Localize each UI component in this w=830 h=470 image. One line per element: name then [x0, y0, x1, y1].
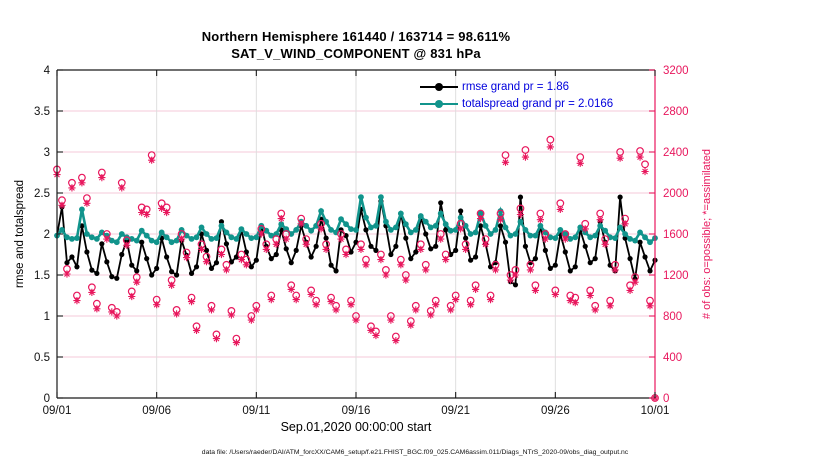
totalspread-legend-marker-icon	[420, 99, 458, 108]
left-tick-label: 3.5	[34, 106, 50, 118]
x-tick-label: 09/01	[43, 405, 72, 417]
legend-item-totalspread: totalspread grand pr = 2.0166	[420, 95, 613, 112]
obs-assimilated-markers	[53, 143, 659, 402]
x-tick-label: 09/16	[342, 405, 371, 417]
x-tick-label: 10/01	[641, 405, 670, 417]
title-line-1: Northern Hemisphere 161440 / 163714 = 98…	[201, 29, 511, 44]
left-tick-label: 0	[44, 393, 50, 405]
left-tick-label: 4	[44, 65, 51, 77]
legend-label-rmse: rmse grand pr = 1.86	[462, 80, 570, 93]
title-line-2: SAT_V_WIND_COMPONENT @ 831 hPa	[231, 46, 481, 61]
x-tick-label: 09/06	[142, 405, 171, 417]
right-tick-label: 1200	[663, 270, 689, 282]
legend: rmse grand pr = 1.86 totalspread grand p…	[420, 78, 613, 112]
legend-label-totalspread: totalspread grand pr = 2.0166	[462, 97, 614, 110]
right-tick-label: 1600	[663, 229, 689, 241]
left-tick-label: 1.5	[34, 270, 50, 282]
right-tick-label: 2400	[663, 147, 689, 159]
right-tick-label: 400	[663, 352, 682, 364]
x-tick-label: 09/21	[441, 405, 470, 417]
left-tick-label: 2.5	[34, 188, 50, 200]
left-tick-label: 3	[44, 147, 50, 159]
right-axis-label: # of obs: o=possible; *=assimilated	[701, 149, 713, 319]
chart-title: Northern Hemisphere 161440 / 163714 = 98…	[57, 28, 655, 62]
x-tick-label: 09/11	[242, 405, 270, 417]
left-tick-label: 2	[44, 229, 50, 241]
right-tick-label: 2000	[663, 188, 689, 200]
x-axis-label: Sep.01,2020 00:00:00 start	[280, 420, 432, 434]
legend-item-rmse: rmse grand pr = 1.86	[420, 78, 613, 95]
right-tick-label: 800	[663, 311, 682, 323]
left-tick-label: 1	[44, 311, 50, 323]
right-tick-label: 0	[663, 393, 669, 405]
right-tick-label: 3200	[663, 65, 689, 77]
x-tick-label: 09/26	[541, 405, 570, 417]
data-file-path: data file: /Users/raeder/DAI/ATM_forcXX/…	[201, 449, 629, 456]
left-axis-label: rmse and totalspread	[14, 179, 26, 289]
right-tick-label: 2800	[663, 106, 689, 118]
rmse-legend-marker-icon	[420, 82, 458, 91]
left-tick-label: 0.5	[34, 352, 50, 364]
